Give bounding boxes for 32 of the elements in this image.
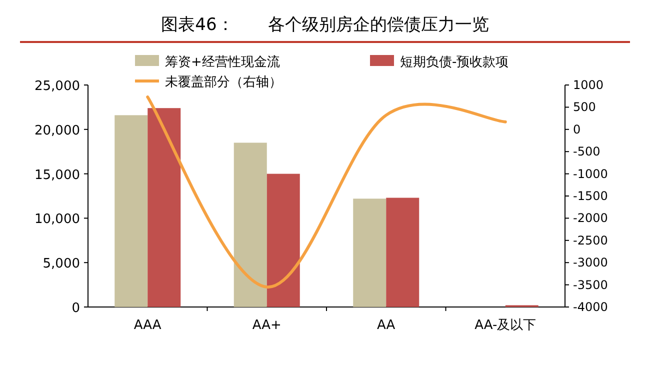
chart-title: 图表46： 各个级别房企的偿债压力一览 xyxy=(161,15,489,35)
y-tick-label: 0 xyxy=(72,301,80,316)
legend-label: 未覆盖部分（右轴） xyxy=(165,74,282,90)
x-tick-label: AAA xyxy=(134,318,162,333)
x-tick-label: AA+ xyxy=(252,318,282,333)
y-tick-label: 15,000 xyxy=(34,168,80,183)
y2-tick-label: 1000 xyxy=(573,78,604,92)
y2-tick-label: -500 xyxy=(573,144,600,159)
bar xyxy=(114,115,148,307)
line-series xyxy=(146,95,507,289)
y2-tick-label: -1000 xyxy=(573,166,608,181)
legend-label: 筹资+经营性现金流 xyxy=(165,54,280,70)
bar xyxy=(386,198,420,307)
y2-tick-label: 0 xyxy=(573,122,581,136)
bar xyxy=(266,174,300,307)
y-tick-label: 5,000 xyxy=(42,256,80,272)
y2-tick-label: -3500 xyxy=(573,278,608,292)
y2-tick-label: -4000 xyxy=(573,300,608,314)
bar xyxy=(353,198,386,307)
bar xyxy=(148,108,181,307)
y-tick-label: 10,000 xyxy=(34,212,80,228)
y2-tick-label: -2500 xyxy=(573,233,608,248)
y-tick-label: 25,000 xyxy=(34,79,80,94)
x-tick-label: AA xyxy=(377,318,396,333)
legend-label: 短期负债-预收款项 xyxy=(400,55,509,70)
y2-tick-label: -2000 xyxy=(573,211,608,226)
y-tick-label: 20,000 xyxy=(34,123,80,138)
y2-tick-label: 500 xyxy=(573,100,596,114)
y2-tick-label: -3000 xyxy=(573,256,608,270)
y2-tick-label: -1500 xyxy=(573,189,608,203)
bar xyxy=(234,142,267,307)
x-tick-label: AA-及以下 xyxy=(474,318,536,333)
